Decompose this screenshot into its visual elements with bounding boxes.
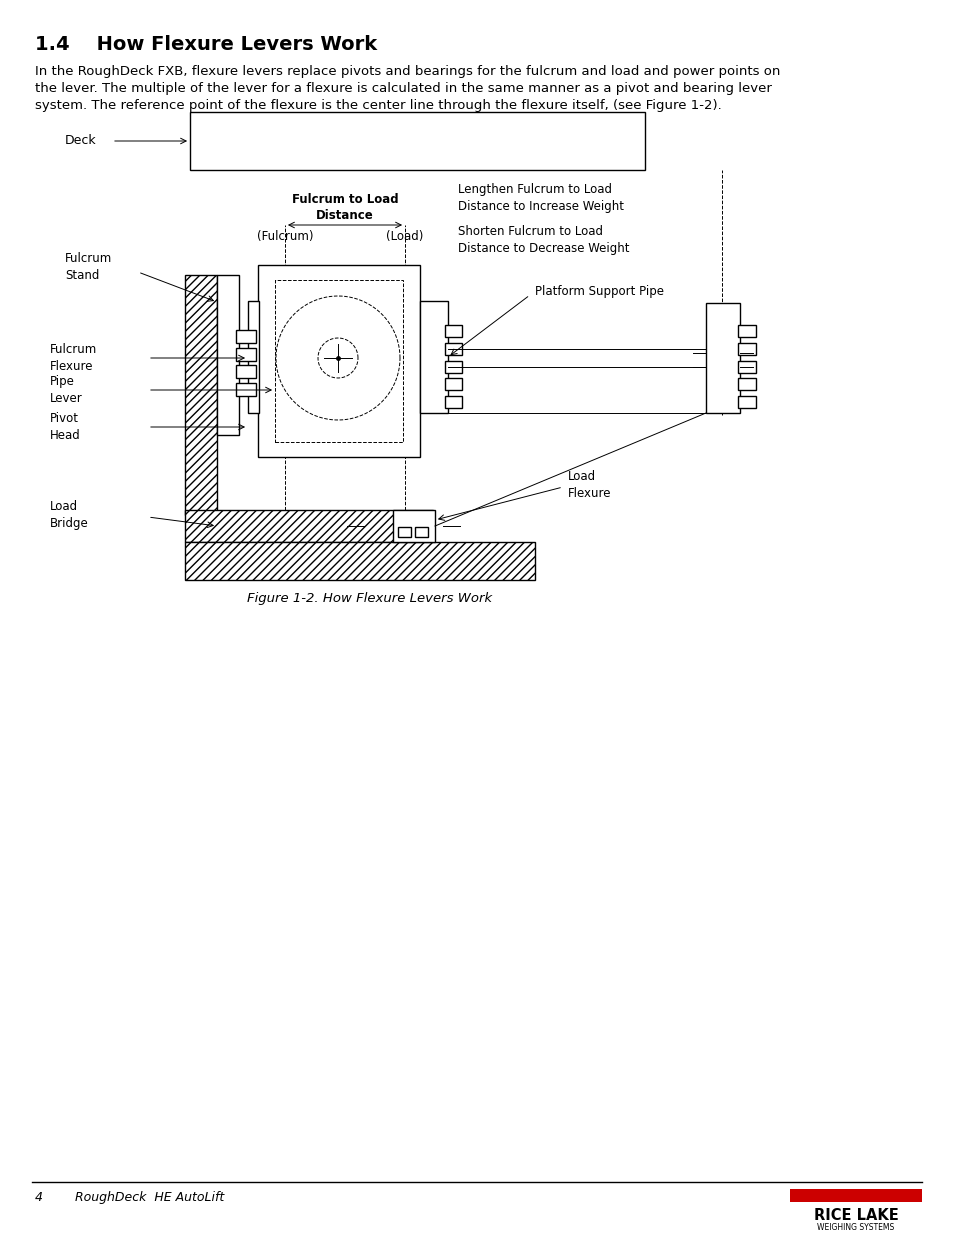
Bar: [444, 361, 461, 373]
Bar: [257, 266, 419, 457]
Bar: [274, 280, 402, 442]
Text: In the RoughDeck FXB, flexure levers replace pivots and bearings for the fulcrum: In the RoughDeck FXB, flexure levers rep…: [35, 65, 780, 78]
Bar: [185, 275, 216, 515]
Text: Shorten Fulcrum to Load
Distance to Decrease Weight: Shorten Fulcrum to Load Distance to Decr…: [457, 225, 629, 254]
Bar: [444, 396, 461, 408]
Text: RICE LAKE: RICE LAKE: [813, 1208, 898, 1223]
Bar: [705, 303, 740, 412]
Text: system. The reference point of the flexure is the center line through the flexur: system. The reference point of the flexu…: [35, 99, 721, 112]
Text: Fulcrum
Stand: Fulcrum Stand: [65, 252, 112, 282]
Text: 1.4    How Flexure Levers Work: 1.4 How Flexure Levers Work: [35, 35, 376, 54]
Bar: [248, 301, 258, 412]
Text: Load
Bridge: Load Bridge: [50, 500, 89, 530]
Text: Pipe
Lever: Pipe Lever: [50, 375, 83, 405]
Bar: [235, 366, 255, 378]
Text: (Load): (Load): [386, 230, 423, 243]
Text: Fulcrum
Flexure: Fulcrum Flexure: [50, 343, 97, 373]
Text: Figure 1-2. How Flexure Levers Work: Figure 1-2. How Flexure Levers Work: [247, 592, 492, 605]
Bar: [444, 378, 461, 390]
Bar: [235, 348, 255, 361]
Bar: [444, 343, 461, 354]
Text: the lever. The multiple of the lever for a flexure is calculated in the same man: the lever. The multiple of the lever for…: [35, 82, 771, 95]
Text: 4        RoughDeck  HE AutoLift: 4 RoughDeck HE AutoLift: [35, 1191, 224, 1204]
Bar: [235, 383, 255, 396]
Bar: [738, 378, 755, 390]
Text: Platform Support Pipe: Platform Support Pipe: [535, 285, 663, 299]
Bar: [397, 527, 411, 537]
Text: Fulcrum to Load
Distance: Fulcrum to Load Distance: [292, 193, 398, 222]
Text: Pivot
Head: Pivot Head: [50, 412, 81, 442]
Bar: [235, 330, 255, 343]
Text: WEIGHING SYSTEMS: WEIGHING SYSTEMS: [817, 1223, 894, 1233]
Bar: [789, 1189, 921, 1202]
Bar: [738, 361, 755, 373]
Bar: [415, 527, 428, 537]
Text: (Fulcrum): (Fulcrum): [256, 230, 313, 243]
Bar: [185, 510, 433, 542]
Bar: [738, 343, 755, 354]
Bar: [738, 325, 755, 337]
Bar: [738, 396, 755, 408]
Bar: [419, 301, 448, 412]
Text: Load
Flexure: Load Flexure: [567, 471, 611, 500]
Text: Lengthen Fulcrum to Load
Distance to Increase Weight: Lengthen Fulcrum to Load Distance to Inc…: [457, 183, 623, 212]
Bar: [185, 542, 535, 580]
Bar: [393, 510, 435, 542]
Bar: [216, 275, 239, 435]
Bar: [190, 112, 644, 170]
Bar: [444, 325, 461, 337]
Text: Deck: Deck: [65, 135, 96, 147]
